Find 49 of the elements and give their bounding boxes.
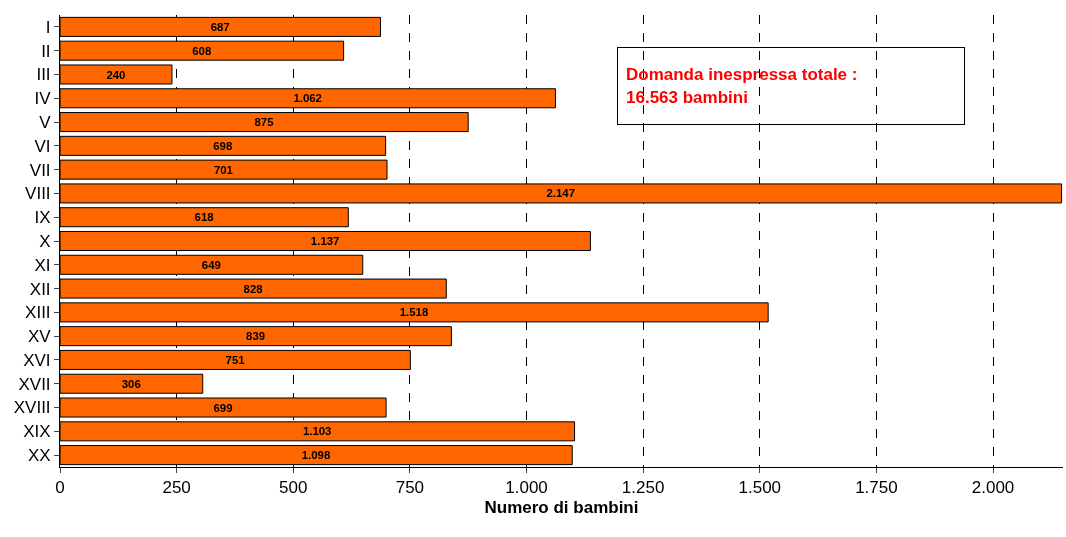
- data-label: 1.137: [310, 235, 340, 248]
- data-label: 828: [243, 282, 263, 295]
- data-label: 1.518: [399, 306, 429, 319]
- y-tick-label: VI: [34, 136, 51, 156]
- data-label: 649: [201, 258, 221, 271]
- y-tick-label: IV: [34, 89, 52, 109]
- y-tick-label: V: [39, 113, 52, 132]
- y-tick-label: XIII: [25, 303, 51, 323]
- x-tick-label: 1.000: [505, 478, 548, 498]
- data-label: 839: [246, 330, 266, 343]
- y-tick-label: X: [39, 231, 51, 251]
- y-tick-label: I: [45, 17, 51, 37]
- x-tick-label: 500: [279, 478, 308, 498]
- data-label: 2.147: [546, 187, 575, 200]
- y-tick-label: XI: [34, 255, 51, 275]
- data-label: 306: [121, 377, 141, 390]
- data-label: 751: [225, 354, 246, 367]
- x-axis-title: Numero di bambini: [484, 497, 639, 517]
- data-label: 618: [194, 211, 214, 224]
- y-tick-label: XVIII: [13, 398, 51, 418]
- y-tick-label: II: [41, 41, 51, 61]
- y-tick-label: XX: [27, 446, 51, 466]
- data-label: 240: [106, 68, 126, 81]
- y-tick-label: XV: [27, 327, 52, 347]
- x-tick-label: 2.000: [971, 478, 1015, 498]
- data-label: 699: [213, 401, 233, 414]
- y-tick-label: XVII: [18, 374, 51, 394]
- y-tick-label: VIII: [25, 184, 51, 204]
- data-label: 875: [254, 116, 275, 129]
- annotation: Domanda inespressa totale : 16.563 bambini: [626, 65, 858, 107]
- y-tick-label: XVI: [23, 350, 51, 370]
- x-tick-label: 1.500: [738, 478, 782, 498]
- y-tick-label: VII: [29, 160, 51, 180]
- y-tick-label: III: [36, 65, 51, 85]
- data-label: 698: [213, 139, 233, 152]
- y-tick-label: XIX: [23, 422, 51, 442]
- data-label: 701: [213, 163, 234, 176]
- x-tick-label: 0: [55, 478, 65, 498]
- data-label: 1.098: [301, 449, 331, 462]
- x-tick-label: 250: [162, 478, 191, 498]
- x-tick-label: 1.750: [855, 478, 898, 498]
- data-label: 1.062: [293, 92, 322, 105]
- x-tick-label: 750: [395, 478, 425, 498]
- data-label: 1.103: [302, 425, 332, 438]
- data-label: 608: [192, 44, 212, 57]
- y-tick-label: IX: [34, 208, 51, 228]
- y-tick-label: XII: [29, 279, 51, 299]
- x-tick-label: 1.250: [621, 478, 665, 498]
- data-label: 687: [210, 20, 230, 33]
